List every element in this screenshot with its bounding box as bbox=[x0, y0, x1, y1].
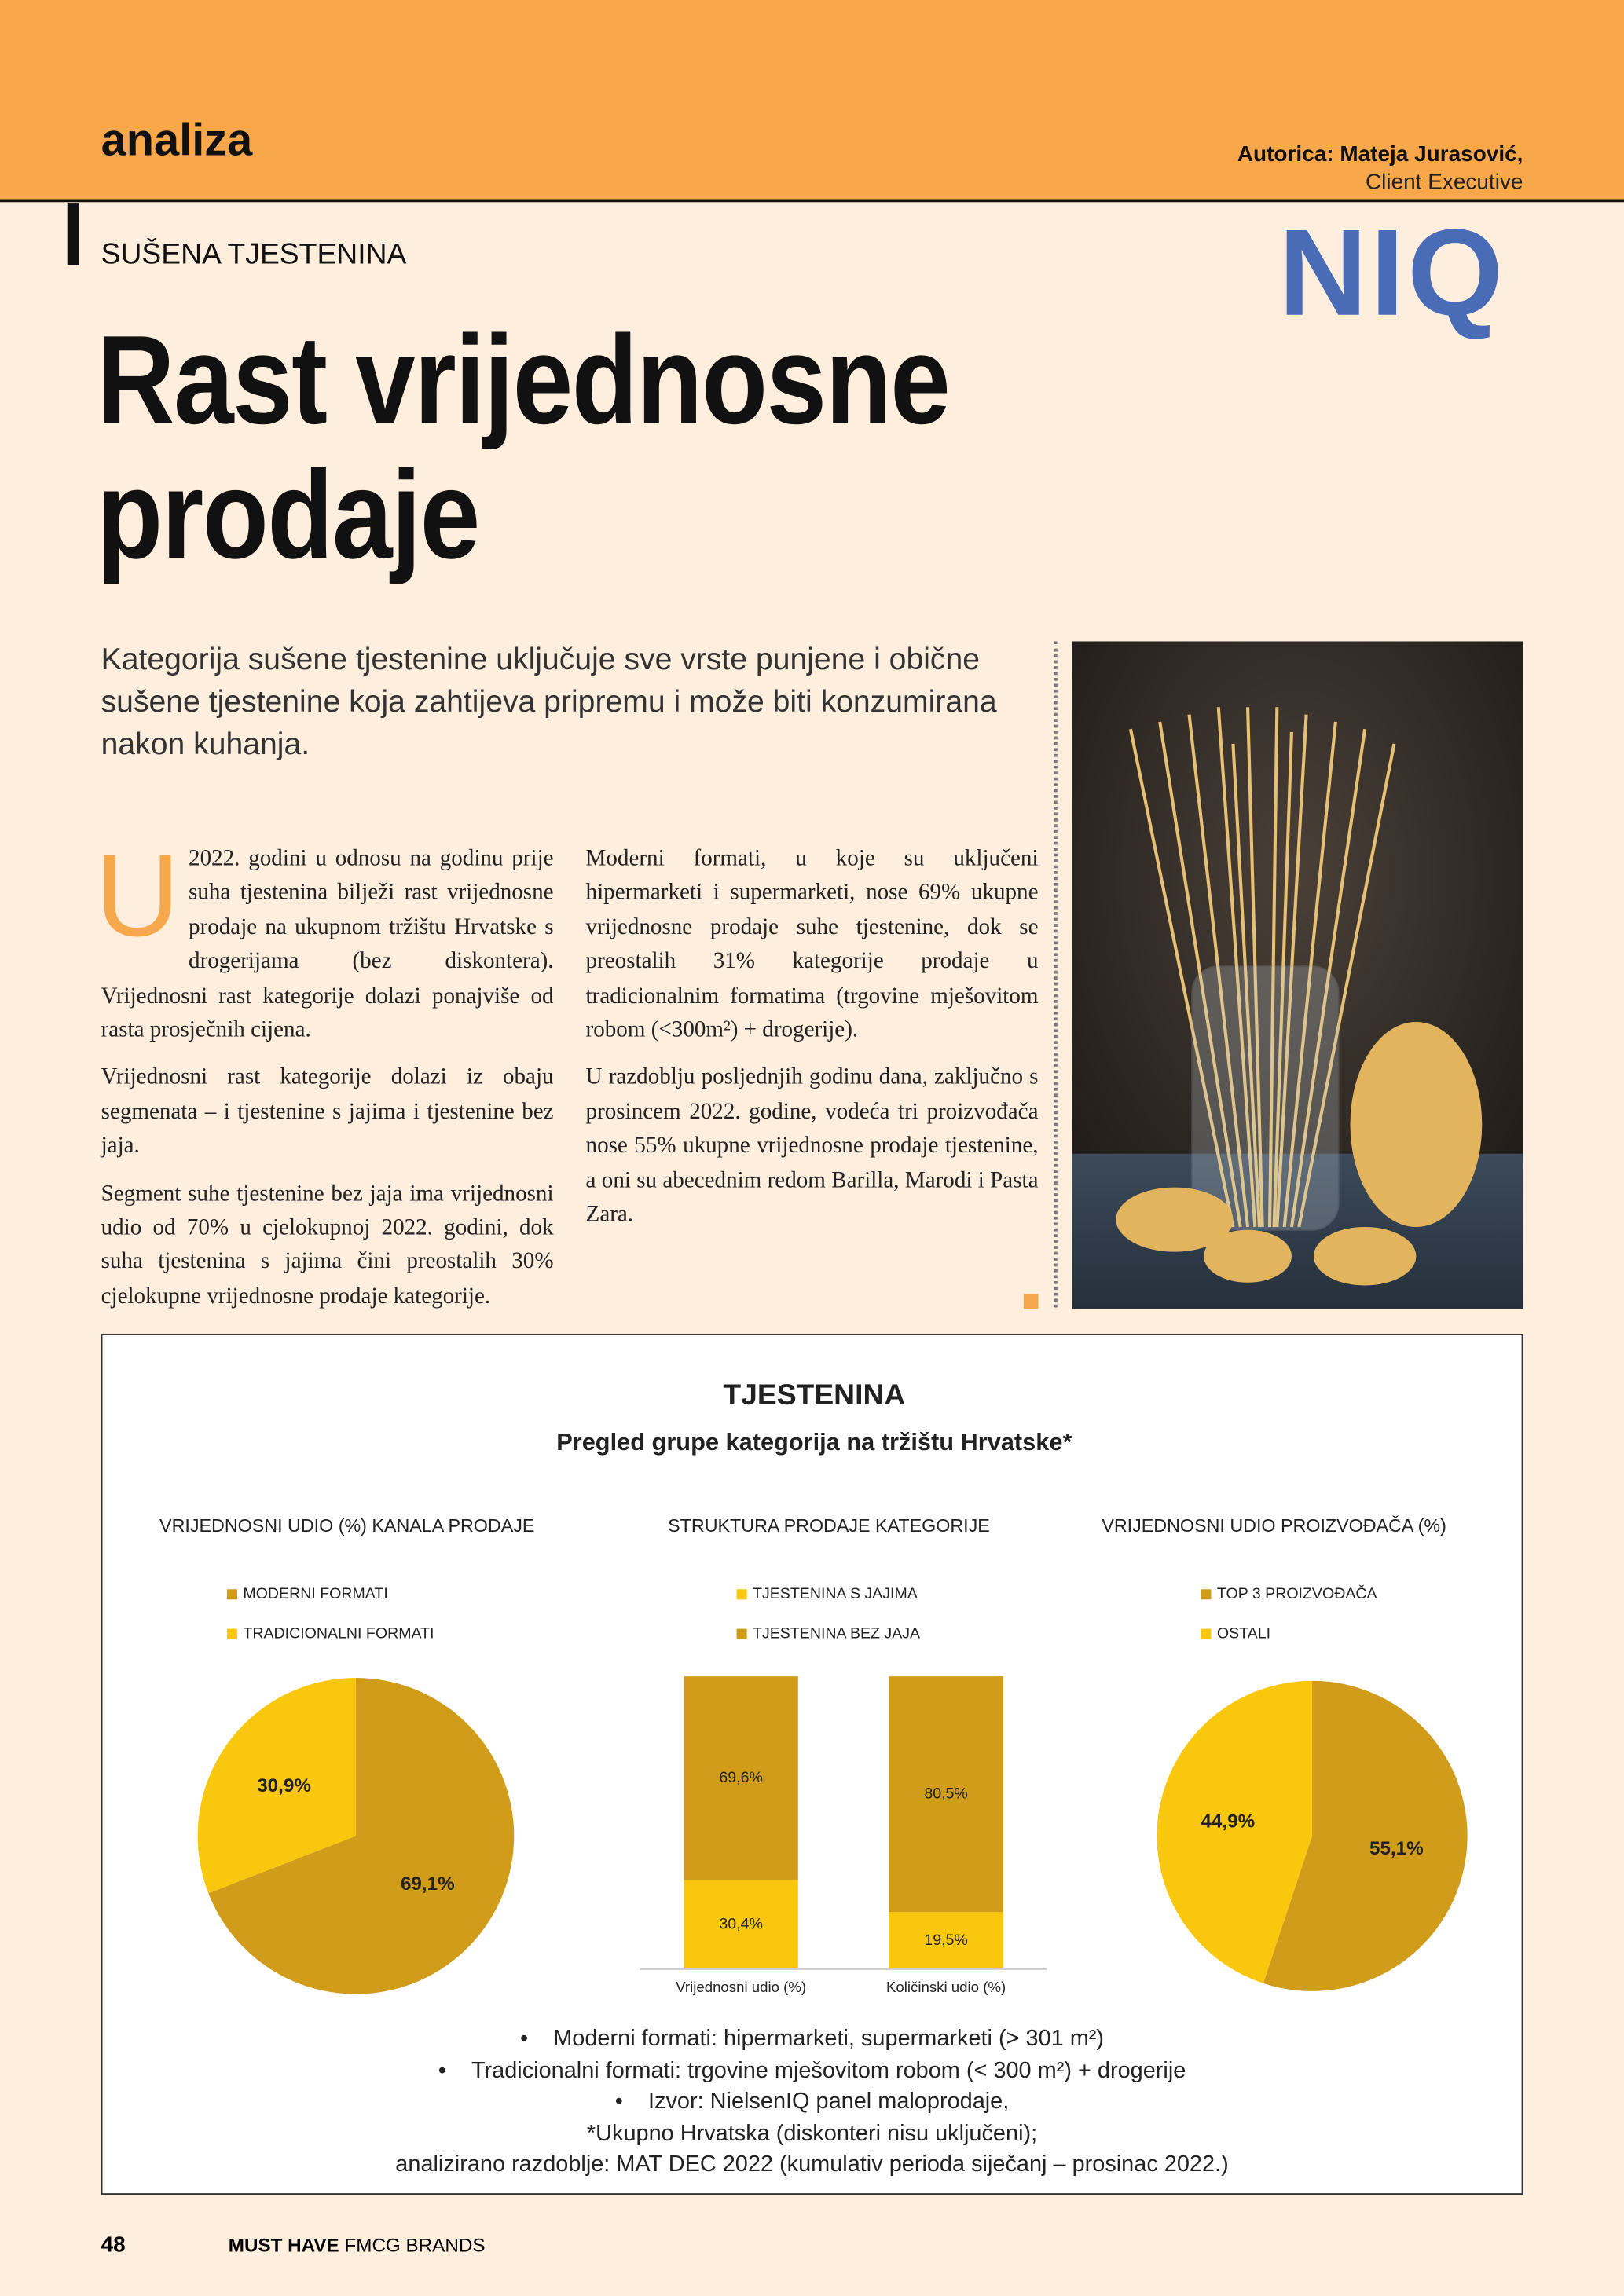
legend-swatch bbox=[226, 1628, 237, 1639]
kicker-bar bbox=[67, 203, 79, 265]
bullet: • bbox=[614, 2089, 649, 2115]
legend-swatch bbox=[1201, 1589, 1212, 1600]
author: Autorica: Mateja Jurasović, bbox=[1237, 141, 1523, 167]
bar-segment bbox=[889, 1912, 1003, 1969]
value-label: 80,5% bbox=[924, 1785, 967, 1802]
spaghetti bbox=[1128, 707, 1396, 1228]
drop-cap: U bbox=[95, 829, 180, 961]
note: *Ukupno Hrvatska (diskonteri nisu uključ… bbox=[586, 2120, 1038, 2146]
photo bbox=[1072, 641, 1523, 1309]
legend-label: OSTALI bbox=[1217, 1624, 1270, 1642]
paragraph: Vrijednosni rast kategorije dolazi iz ob… bbox=[101, 1064, 554, 1159]
author-role: Client Executive bbox=[1365, 170, 1523, 195]
value-label: 19,5% bbox=[924, 1932, 967, 1949]
legend-label: TJESTENINA BEZ JAJA bbox=[753, 1624, 921, 1642]
paragraph: U 2022. godini u odnosu na godinu prije s… bbox=[95, 837, 554, 1048]
legend-label: TJESTENINA S JAJIMA bbox=[753, 1585, 918, 1602]
pie-slice bbox=[1157, 1680, 1313, 1983]
paragraph: Segment suhe tjestenine bez jaja ima vri… bbox=[101, 1181, 554, 1309]
divider bbox=[1054, 641, 1058, 1308]
paragraph-text: 2022. godini u odnosu na godinu prije su… bbox=[101, 846, 554, 1043]
note: • Moderni formati: hipermarketi, superma… bbox=[101, 2023, 1523, 2055]
chart-title: STRUKTURA PRODAJE KATEGORIJE bbox=[668, 1515, 990, 1536]
lead: Kategorija sušene tjestenine uključuje s… bbox=[101, 643, 997, 762]
pie-slice bbox=[1263, 1680, 1468, 1991]
note: • Tradicionalni formati: trgovine mješov… bbox=[101, 2055, 1523, 2086]
legend-label: MODERNI FORMATI bbox=[243, 1585, 387, 1602]
headline: Rast vrijednosne prodaje bbox=[97, 310, 951, 586]
legend-swatch bbox=[1201, 1628, 1212, 1639]
legend-swatch bbox=[226, 1589, 237, 1600]
bar-segment bbox=[684, 1676, 798, 1880]
note: analizirano razdoblje: MAT DEC 2022 (kum… bbox=[395, 2151, 1229, 2177]
chart-title: VRIJEDNOSNI UDIO (%) KANALA PRODAJE bbox=[159, 1515, 534, 1536]
bullet: • bbox=[520, 2026, 554, 2052]
pie-slice bbox=[197, 1678, 356, 1894]
legend-swatch bbox=[736, 1589, 747, 1600]
page-number: 48 bbox=[101, 2232, 126, 2258]
end-mark bbox=[1023, 1294, 1039, 1309]
note-text: Tradicionalni formati: trgovine mješovit… bbox=[471, 2057, 1186, 2083]
legend-label: TRADICIONALNI FORMATI bbox=[243, 1624, 434, 1642]
note: • Izvor: NielsenIQ panel maloprodaje, bbox=[101, 2086, 1523, 2118]
charts: TJESTENINA Pregled grupe kategorija na t… bbox=[159, 1378, 1468, 1995]
paragraph: Moderni formati, u koje su uključeni hip… bbox=[585, 846, 1039, 1043]
box-title: TJESTENINA bbox=[723, 1378, 905, 1411]
value-label: 69,6% bbox=[719, 1769, 762, 1786]
legend-swatch bbox=[736, 1628, 747, 1639]
bullet: • bbox=[438, 2057, 471, 2083]
magazine-name: MUST HAVE bbox=[228, 2234, 339, 2257]
x-tick-label: Količinski udio (%) bbox=[886, 1979, 1006, 1995]
section-label: analiza bbox=[101, 114, 253, 166]
legend-label: TOP 3 PROIZVOĐAČA bbox=[1217, 1584, 1378, 1602]
pie-slice bbox=[208, 1678, 515, 1994]
box-subtitle: Pregled grupe kategorija na tržištu Hrva… bbox=[556, 1428, 1072, 1456]
value-label: 30,9% bbox=[257, 1775, 311, 1796]
note-text: Moderni formati: hipermarketi, supermark… bbox=[553, 2026, 1105, 2052]
value-label: 55,1% bbox=[1369, 1838, 1424, 1859]
value-label: 44,9% bbox=[1201, 1811, 1255, 1832]
jar bbox=[1191, 965, 1340, 1231]
value-label: 69,1% bbox=[401, 1873, 455, 1895]
note-text: Izvor: NielsenIQ panel maloprodaje, bbox=[648, 2089, 1010, 2115]
notes: • Moderni formati: hipermarketi, superma… bbox=[101, 2023, 1523, 2181]
magazine: MUST HAVE FMCG BRANDS bbox=[229, 2234, 486, 2256]
paragraph: U razdoblju posljednjih godinu dana, zak… bbox=[585, 1064, 1039, 1228]
magazine-sub: FMCG BRANDS bbox=[344, 2234, 486, 2257]
x-tick-label: Vrijednosni udio (%) bbox=[676, 1979, 806, 1995]
pasta bbox=[1116, 1022, 1483, 1286]
logo: NIQ bbox=[1278, 203, 1506, 342]
value-label: 30,4% bbox=[719, 1915, 762, 1932]
kicker: SUŠENA TJESTENINA bbox=[101, 238, 407, 271]
header-band bbox=[0, 0, 1624, 203]
chart-title: VRIJEDNOSNI UDIO PROIZVOĐAČA (%) bbox=[1102, 1514, 1446, 1536]
bar-segment bbox=[889, 1676, 1003, 1913]
bar-segment bbox=[684, 1880, 798, 1969]
body-text: U 2022. godini u odnosu na godinu prije s… bbox=[95, 837, 1039, 1325]
